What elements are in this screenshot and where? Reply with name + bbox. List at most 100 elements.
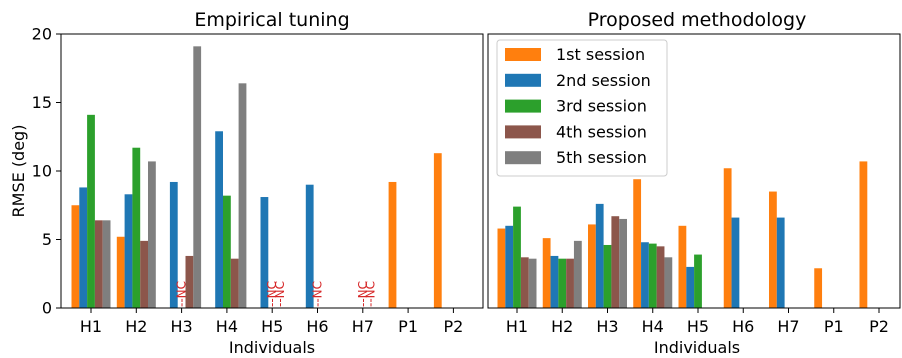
legend-label-4th-session: 4th session xyxy=(556,122,647,141)
bar-h3-3rd-session xyxy=(603,244,612,308)
bar-h2-2nd-session xyxy=(550,255,559,308)
bar-h1-5th-session xyxy=(528,258,537,308)
y-tick-label-0: 0 xyxy=(42,299,52,318)
bar-h1-2nd-session xyxy=(79,187,88,308)
bar-h2-1st-session xyxy=(542,238,551,308)
bar-h1-5th-session xyxy=(102,220,111,308)
bar-h1-1st-session xyxy=(71,205,80,308)
x-tick-label-p1: P1 xyxy=(824,317,844,336)
bar-h5-2nd-session xyxy=(686,266,695,308)
legend-label-2nd-session: 2nd session xyxy=(556,71,651,90)
bar-h3-2nd-session xyxy=(169,181,178,308)
y-tick-label-5: 5 xyxy=(42,230,52,249)
bar-h1-3rd-session xyxy=(87,114,95,308)
x-tick-label-h5: H5 xyxy=(687,317,709,336)
nc-annotations-empirical: --NC --NC--NC --NC --NC--NC xyxy=(175,281,378,307)
x-tick-label-h7: H7 xyxy=(777,317,799,336)
x-tick-label-h3: H3 xyxy=(170,317,192,336)
legend-swatch-3rd-session xyxy=(505,99,541,113)
bar-h3-1st-session xyxy=(588,224,596,308)
x-tick-label-h2: H2 xyxy=(551,317,573,336)
bars-proposed xyxy=(497,161,868,308)
bar-h5-1st-session xyxy=(678,225,687,308)
x-axis-title-empirical: Individuals xyxy=(229,338,315,357)
nc-label-h3-0: --NC xyxy=(175,281,189,307)
nc-label-h7-5: --NC xyxy=(364,281,378,307)
bar-h1-2nd-session xyxy=(505,225,514,308)
bar-h3-5th-session xyxy=(193,46,202,308)
x-tick-label-h1: H1 xyxy=(80,317,102,336)
bar-h2-3rd-session xyxy=(558,258,567,308)
bar-h6-1st-session xyxy=(723,168,732,308)
y-tick-label-15: 15 xyxy=(32,93,52,112)
x-tick-label-h2: H2 xyxy=(125,317,147,336)
panel-empirical: Empirical tuning --NC --NC--NC --NC --NC--N… xyxy=(9,9,484,357)
bar-h3-4th-session xyxy=(185,255,194,308)
x-tick-label-h6: H6 xyxy=(306,317,328,336)
legend-swatch-5th-session xyxy=(505,151,541,165)
panel-title-proposed: Proposed methodology xyxy=(588,9,807,31)
bar-h3-2nd-session xyxy=(595,203,604,308)
x-tick-label-h6: H6 xyxy=(732,317,754,336)
bar-p2-1st-session xyxy=(433,153,442,308)
bar-h3-4th-session xyxy=(611,216,620,308)
bar-h1-3rd-session xyxy=(513,206,521,308)
bar-h7-2nd-session xyxy=(776,217,785,308)
x-axis-title-proposed: Individuals xyxy=(654,338,740,357)
bar-p2-1st-session xyxy=(859,161,868,308)
bar-h2-5th-session xyxy=(148,161,156,308)
bar-h2-4th-session xyxy=(140,240,148,308)
bars-empirical xyxy=(71,46,442,308)
y-tick-label-20: 20 xyxy=(32,25,52,44)
bar-h2-3rd-session xyxy=(132,147,141,308)
legend: 1st session 2nd session 3rd session 4th ses… xyxy=(496,39,668,177)
nc-label-h6-3: --NC xyxy=(311,281,325,307)
nc-label-h7-4: --NC xyxy=(356,281,370,307)
axes-frame-proposed xyxy=(487,33,901,309)
x-tick-label-h4: H4 xyxy=(642,317,664,336)
panel-title-empirical: Empirical tuning xyxy=(194,9,349,31)
bar-h4-3rd-session xyxy=(223,195,231,308)
legend-label-5th-session: 5th session xyxy=(556,148,647,167)
bar-h6-2nd-session xyxy=(305,184,314,308)
x-tick-label-h7: H7 xyxy=(352,317,374,336)
bar-h6-2nd-session xyxy=(731,217,740,308)
bar-h2-4th-session xyxy=(566,258,574,308)
bar-p1-1st-session xyxy=(388,181,397,308)
bar-h4-5th-session xyxy=(664,257,673,308)
x-axis-proposed: H1 H2 H3 H4 H5 H6 H7 P1 P2 xyxy=(506,308,889,336)
legend-swatch-1st-session xyxy=(505,48,541,61)
x-tick-label-p2: P2 xyxy=(443,317,463,336)
bar-h2-1st-session xyxy=(116,236,125,308)
legend-swatch-2nd-session xyxy=(505,73,541,87)
bar-h4-2nd-session xyxy=(641,242,649,308)
bar-h1-1st-session xyxy=(497,228,506,308)
bar-h5-2nd-session xyxy=(260,197,269,308)
bar-h4-2nd-session xyxy=(215,131,223,308)
bar-h4-5th-session xyxy=(238,83,247,308)
x-tick-label-h4: H4 xyxy=(216,317,238,336)
legend-label-1st-session: 1st session xyxy=(556,45,645,64)
x-tick-label-h3: H3 xyxy=(596,317,618,336)
legend-swatch-4th-session xyxy=(505,125,541,139)
bar-h1-4th-session xyxy=(94,220,103,308)
x-tick-label-p2: P2 xyxy=(869,317,889,336)
bar-h4-4th-session xyxy=(656,246,665,308)
bar-h5-3rd-session xyxy=(694,254,702,308)
x-tick-label-h1: H1 xyxy=(506,317,528,336)
y-tick-label-10: 10 xyxy=(32,162,52,181)
bar-h4-1st-session xyxy=(633,179,642,308)
bar-h1-4th-session xyxy=(520,257,529,308)
bar-h7-1st-session xyxy=(769,191,777,308)
bar-h2-5th-session xyxy=(573,240,582,308)
nc-label-h5-2: --NC xyxy=(273,281,287,307)
x-axis-empirical: H1 H2 H3 H4 H5 H6 H7 P1 P2 xyxy=(80,308,463,336)
y-axis-title: RMSE (deg) xyxy=(9,125,28,218)
y-axis-empirical: 0 5 10 15 20 xyxy=(32,25,61,318)
bar-h2-2nd-session xyxy=(124,194,133,308)
bar-h4-3rd-session xyxy=(648,243,657,308)
bar-p1-1st-session xyxy=(814,268,823,308)
x-tick-label-h5: H5 xyxy=(261,317,283,336)
legend-label-3rd-session: 3rd session xyxy=(556,97,647,116)
